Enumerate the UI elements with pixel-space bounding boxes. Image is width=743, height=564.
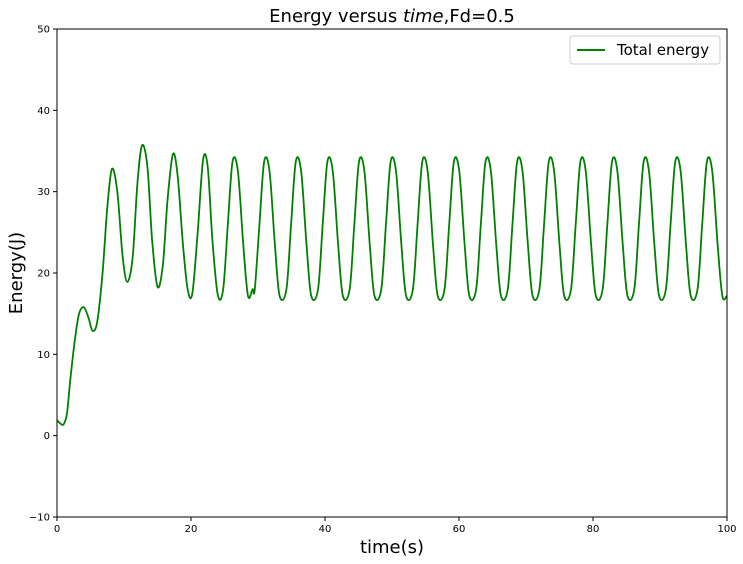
- x-tick-label: 0: [54, 524, 60, 535]
- y-tick-label: 20: [37, 269, 50, 280]
- chart-title: Energy versus time,Fd=0.5: [269, 6, 515, 27]
- x-axis-ticks: 0 20 40 60 80 100: [54, 517, 737, 535]
- series-line-total-energy: [57, 143, 727, 426]
- chart-title-italic: time: [403, 6, 444, 27]
- y-axis-ticks: −10 0 10 20 30 40 50: [29, 25, 57, 524]
- legend: Total energy: [569, 35, 721, 65]
- y-tick-label: 40: [37, 106, 50, 117]
- x-tick-label: 40: [319, 524, 332, 535]
- plot-frame: [56, 28, 728, 518]
- x-tick-label: 80: [587, 524, 600, 535]
- legend-box: [569, 35, 721, 65]
- x-tick-label: 60: [453, 524, 466, 535]
- y-axis-label: Energy(J): [6, 232, 27, 314]
- y-tick-label: 0: [44, 431, 50, 442]
- plot-layer: [57, 143, 727, 426]
- y-tick-label: 30: [37, 187, 50, 198]
- x-tick-label: 20: [185, 524, 198, 535]
- x-axis-label: time(s): [360, 537, 424, 558]
- chart-title-prefix: Energy versus: [269, 6, 403, 27]
- legend-label-total-energy: Total energy: [616, 41, 709, 59]
- y-tick-label: 10: [37, 350, 50, 361]
- y-tick-label: −10: [29, 513, 50, 524]
- y-tick-label: 50: [37, 25, 50, 36]
- chart-title-suffix: ,Fd=0.5: [444, 6, 515, 27]
- x-tick-label: 100: [717, 524, 736, 535]
